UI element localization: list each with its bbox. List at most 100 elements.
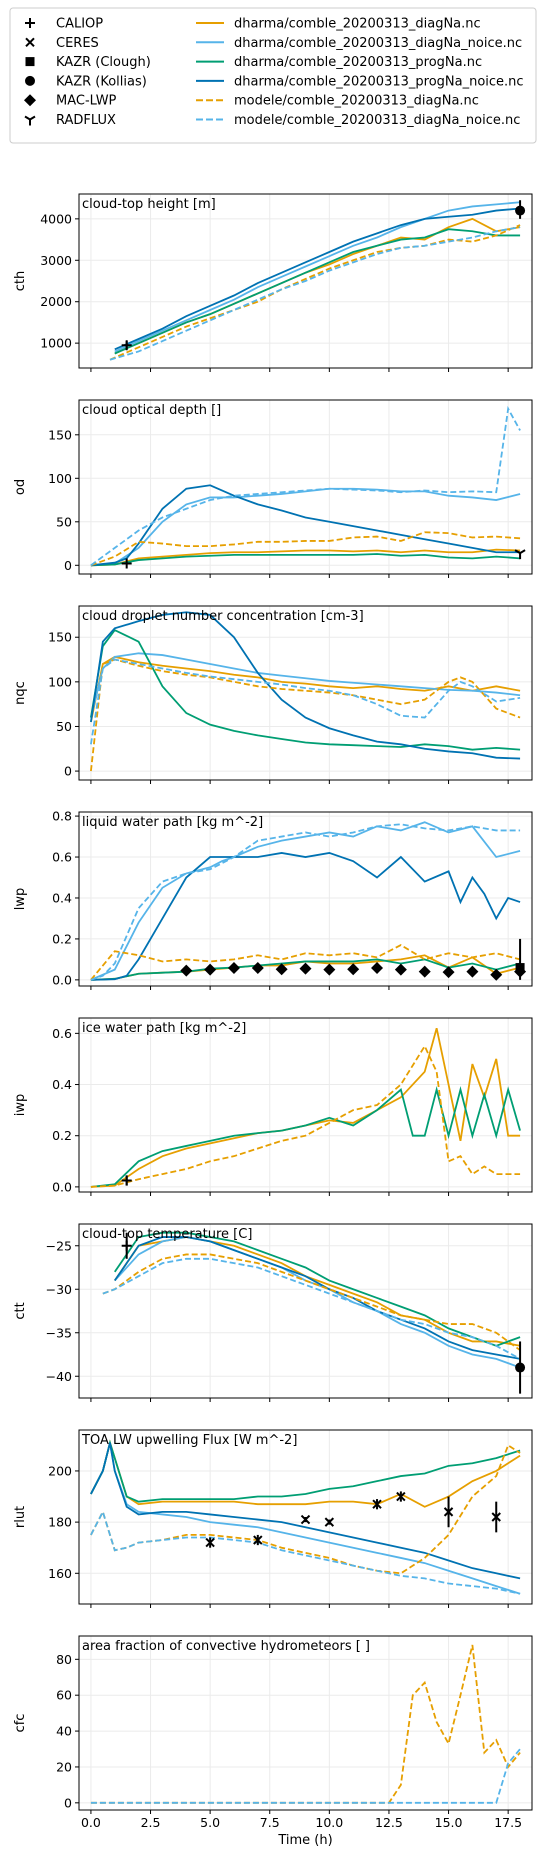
observation-point-mac-lwp [323, 963, 336, 976]
y-tick-label: −35 [46, 1325, 72, 1340]
diamond-marker [418, 965, 431, 978]
series-line-dharma-comble-20200313-diagna-noice-nc [90, 652, 521, 718]
legend-item-modele-comble-20200313-diagna-noice-nc: modele/comble_20200313_diagNa_noice.nc [196, 113, 520, 128]
y-tick-label: 0.6 [52, 1026, 72, 1041]
observation-point-caliop [121, 558, 132, 569]
series-line-dharma-comble-20200313-progna-nc [90, 553, 521, 567]
y-tick-label: 0.0 [52, 972, 72, 987]
y-tick-label: 0 [64, 764, 72, 779]
y-tick-label: 100 [48, 471, 72, 486]
x-marker [372, 1499, 382, 1509]
diamond-marker [371, 961, 384, 974]
y-axis-label: iwp [13, 1094, 28, 1117]
panel-cfc: 0.0 2.5 5.0 7.5 10.0 12.5 15.0 17.5 0 20 40 60 80 cfc… [13, 1635, 533, 1848]
plot-area [79, 1636, 532, 1810]
y-axis-label: rlut [13, 1506, 28, 1528]
observation-point-ceres [396, 1491, 406, 1502]
y-tick-label: 0 [64, 1795, 72, 1810]
series-line-modele-comble-20200313-diagna-noice-nc [102, 1257, 521, 1360]
legend-label: CERES [56, 36, 99, 51]
plus-marker [121, 1240, 132, 1251]
plus-marker [121, 558, 132, 569]
x-tick-label: 12.5 [375, 1815, 403, 1830]
y-tick-label: 40 [56, 1724, 72, 1739]
diamond-marker [204, 963, 217, 976]
kazr-clough-legend-marker [25, 57, 35, 67]
diamond-marker [490, 968, 503, 981]
observation-point-mac-lwp [275, 963, 288, 976]
observation-point-caliop [121, 1175, 132, 1186]
plot-frame [78, 399, 533, 575]
y-axis-label: lwp [13, 888, 28, 911]
legend-label: MAC-LWP [56, 94, 117, 109]
observation-point-ceres [324, 1517, 335, 1527]
x-tick-label: 17.5 [494, 1815, 522, 1830]
panel-od: 0 50 100 150 od cloud optical depth [] [13, 399, 533, 578]
legend-label: modele/comble_20200313_diagNa.nc [234, 94, 479, 109]
observation-point-mac-lwp [394, 963, 407, 976]
tri-down-marker [24, 115, 36, 126]
panel-title: TOA LW upwelling Flux [W m^-2] [81, 1433, 297, 1448]
y-tick-label: 0.0 [52, 1179, 72, 1194]
panel-title: cloud-top temperature [C] [82, 1227, 252, 1242]
radflux-legend-marker [24, 115, 36, 126]
x-marker [25, 37, 35, 48]
x-marker [324, 1517, 335, 1527]
plot-frame [78, 1429, 533, 1605]
legend-label: dharma/comble_20200313_progNa.nc [234, 55, 482, 70]
panel-lwp: 0.0 0.2 0.4 0.6 0.8 lwp liquid water path [kg … [13, 809, 533, 990]
diamond-marker [227, 961, 240, 974]
plot-frame [78, 1635, 533, 1811]
observation-point-mac-lwp [418, 965, 431, 978]
series-line-modele-comble-20200313-diagna-nc [90, 944, 521, 981]
panel-iwp: 0.0 0.2 0.4 0.6 iwp ice water path [kg m^-2] [13, 1017, 533, 1196]
diamond-marker [180, 964, 193, 977]
square-marker [25, 57, 35, 67]
plus-marker [121, 1175, 132, 1186]
y-tick-label: 1000 [40, 336, 72, 351]
legend-item-kazr-kollias: KAZR (Kollias) [25, 74, 147, 89]
legend-label: KAZR (Clough) [56, 55, 151, 70]
y-tick-label: 3000 [40, 253, 72, 268]
series-line-dharma-comble-20200313-diagna-nc [90, 548, 521, 567]
y-tick-label: 0.6 [52, 850, 72, 865]
legend-label: KAZR (Kollias) [56, 74, 147, 89]
observation-point-ceres [443, 1507, 454, 1517]
series-line-dharma-comble-20200313-progna-nc [114, 1231, 521, 1347]
x-marker [300, 1514, 311, 1525]
series-line-modele-comble-20200313-diagna-nc [90, 1644, 521, 1804]
observation-point-caliop [121, 340, 132, 351]
panel-title: ice water path [kg m^-2] [82, 1021, 246, 1036]
panel-title: cloud droplet number concentration [cm-3… [82, 609, 364, 624]
legend-label: modele/comble_20200313_diagNa_noice.nc [234, 113, 520, 128]
ceres-legend-marker [25, 37, 35, 48]
y-tick-label: 150 [48, 630, 72, 645]
plot-frame [78, 605, 533, 781]
legend-item-kazr-clough: KAZR (Clough) [25, 55, 151, 70]
y-tick-label: 0.8 [52, 809, 72, 824]
y-axis-label: cfc [13, 1714, 28, 1733]
y-axis-label: ctt [13, 1302, 28, 1319]
y-tick-label: 60 [56, 1688, 72, 1703]
plot-frame [78, 1017, 533, 1193]
x-marker [396, 1491, 406, 1502]
legend-item-modele-comble-20200313-diagna-nc: modele/comble_20200313_diagNa.nc [196, 94, 479, 109]
series-line-dharma-comble-20200313-diagna-noice-nc [90, 821, 521, 981]
panel-title: liquid water path [kg m^-2] [82, 815, 263, 830]
series-line-dharma-comble-20200313-progna-noice-nc [114, 1236, 521, 1360]
series-line-dharma-comble-20200313-diagna-nc [90, 1027, 521, 1188]
diamond-marker [299, 962, 312, 975]
legend-label: CALIOP [56, 17, 103, 32]
y-tick-label: 50 [56, 514, 72, 529]
legend: CALIOP CERES KAZR (Clough) KAZR (Kollias) MA… [9, 7, 537, 144]
legend-label: dharma/comble_20200313_diagNa_noice.nc [234, 36, 522, 51]
y-tick-label: 100 [48, 674, 72, 689]
x-marker [205, 1537, 215, 1548]
observation-point-kazr-kollias [515, 1362, 526, 1373]
y-tick-label: 180 [48, 1515, 72, 1530]
series-line-dharma-comble-20200313-progna-nc [90, 628, 521, 751]
observation-point-kazr-kollias [515, 205, 526, 216]
circle-marker [515, 205, 526, 216]
series-line-dharma-comble-20200313-progna-nc [90, 1086, 521, 1188]
series-line-dharma-comble-20200313-diagna-noice-nc [90, 487, 521, 567]
